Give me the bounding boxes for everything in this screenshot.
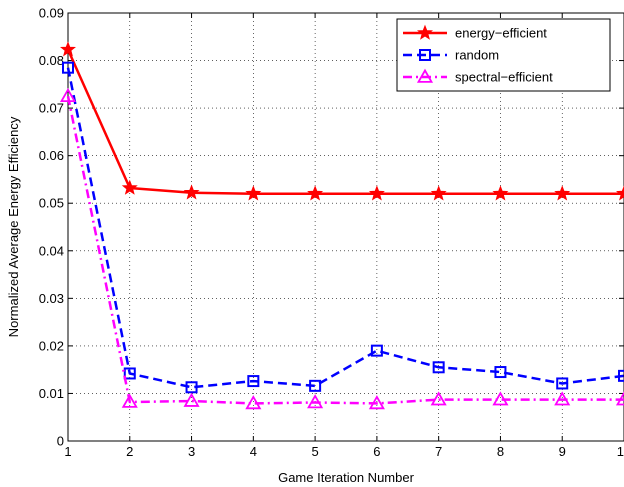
data-point [121,393,138,408]
data-point [60,41,76,57]
data-point [492,391,509,406]
legend-marker [417,24,433,40]
series [59,41,624,410]
x-tick-label: 9 [559,444,566,459]
y-tick-label: 0.01 [39,386,64,401]
data-point [59,87,77,102]
data-point [307,185,324,201]
y-tick-label: 0.08 [39,53,64,68]
legend-marker [416,68,434,83]
data-point [123,367,136,380]
data-point [432,361,445,374]
data-point [492,185,509,201]
data-point [183,392,200,407]
x-tick-label: 10 [617,444,624,459]
data-point [245,395,262,410]
data-point [368,185,385,201]
data-point [430,185,447,201]
data-point [62,61,74,74]
x-tick-label: 7 [435,444,442,459]
y-axis-title: Normalized Average Energy Efficiency [6,116,21,337]
series-star [60,41,624,201]
data-point [554,185,571,201]
y-tick-label: 0.06 [39,148,64,163]
data-point [368,395,385,410]
data-point [185,381,198,394]
legend-label: spectral−efficient [455,70,553,85]
data-point [618,369,624,382]
legend-marker [419,49,431,61]
data-point [430,391,447,406]
x-tick-label: 5 [311,444,318,459]
series-line [66,49,624,195]
data-point [370,344,383,357]
x-tick-label: 3 [188,444,195,459]
y-tick-label: 0.03 [39,291,64,306]
data-point [616,185,624,201]
x-tick-label: 4 [250,444,257,459]
series-triangle [59,87,624,410]
legend-label: energy−efficient [455,26,547,41]
data-point [183,184,200,200]
x-tick-label: 6 [373,444,380,459]
data-point [554,391,571,406]
y-tick-label: 0.05 [39,196,64,211]
data-point [309,379,322,392]
data-point [307,394,324,409]
series-square [62,61,624,394]
y-tick-label: 0 [57,434,64,449]
data-point [121,179,138,195]
y-tick-label: 0.07 [39,101,64,116]
x-axis-title: Game Iteration Number [278,470,415,485]
x-tick-label: 1 [64,444,71,459]
data-point [494,366,507,379]
plot-frame [67,12,624,442]
series-line [66,95,624,405]
data-point [245,185,262,201]
y-tick-label: 0.04 [39,243,64,258]
legend: energy−efficient random spectral−efficient [396,18,611,92]
x-tick-label: 2 [126,444,133,459]
y-tick-label: 0.09 [39,6,64,21]
data-point [615,391,624,406]
data-point [556,377,569,390]
y-tick-label: 0.02 [39,338,64,353]
series-line [66,67,624,389]
legend-label: random [455,48,499,63]
x-tick-label: 8 [497,444,504,459]
axis-ticks: 1 2 3 4 5 6 7 8 9 10 0 0.01 0.02 0.03 0.04 0.05 0.06 0.07… [39,6,624,459]
data-point [247,375,260,388]
